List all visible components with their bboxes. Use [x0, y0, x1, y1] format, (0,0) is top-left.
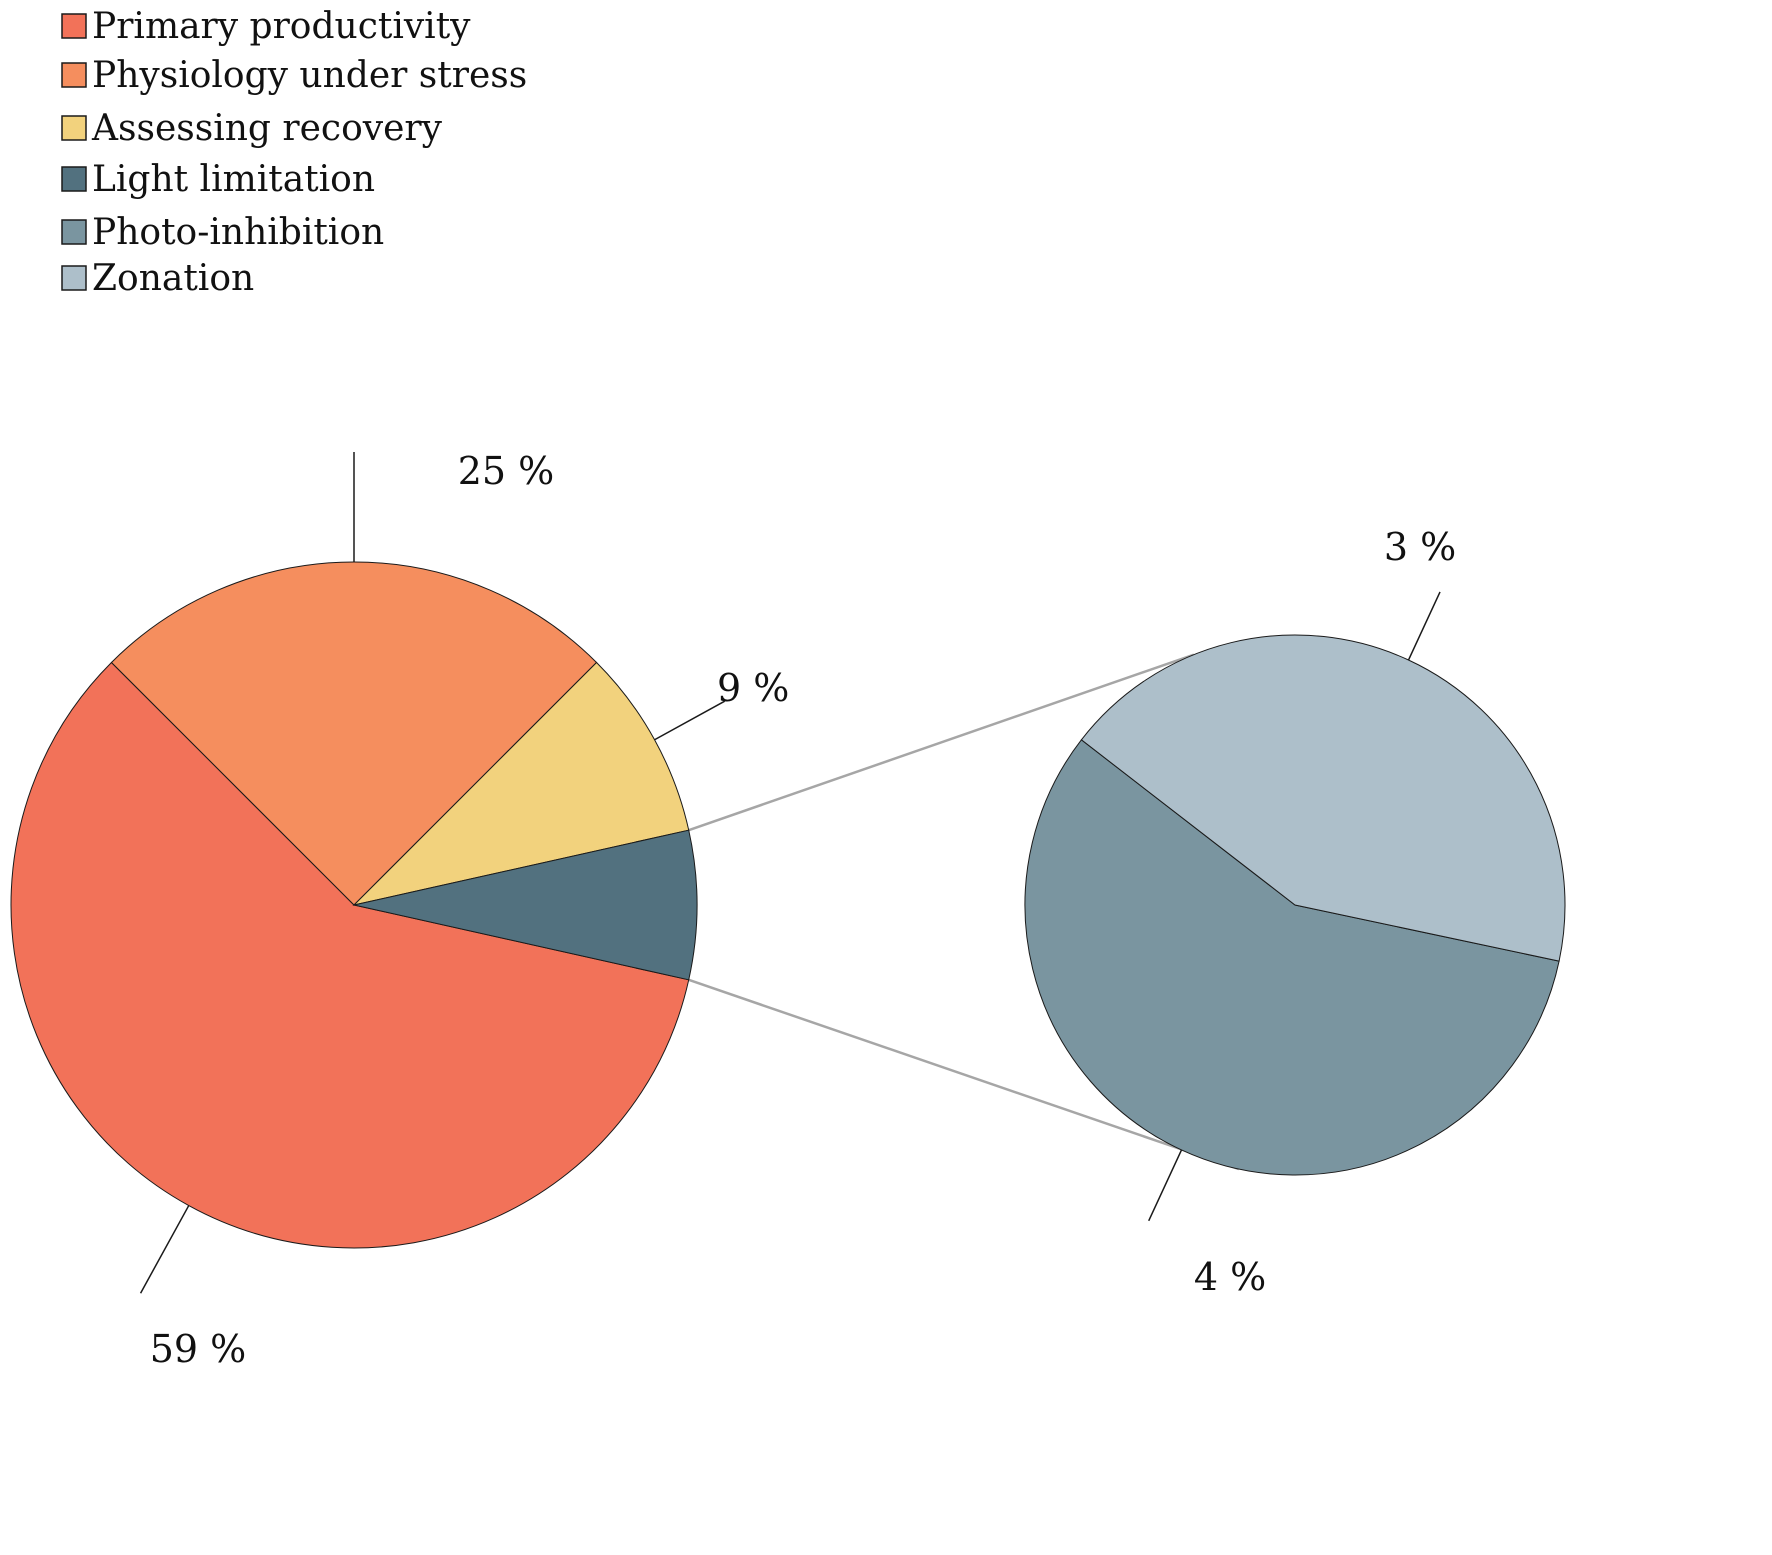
data-label-assessing-recovery: 9 % — [654, 666, 789, 741]
legend-label: Primary productivity — [92, 6, 471, 47]
data-label-text: 4 % — [1194, 1255, 1266, 1299]
data-label-zonation: 3 % — [1384, 525, 1456, 661]
connector-line-top — [688, 653, 1195, 832]
connector-lines — [688, 653, 1240, 1171]
leader-line — [1407, 591, 1441, 661]
legend-label: Photo-inhibition — [92, 212, 384, 253]
legend-label: Assessing recovery — [91, 108, 443, 149]
legend-swatch — [61, 62, 87, 88]
data-label-text: 3 % — [1384, 525, 1456, 569]
pie-slice-primary-productivity — [10, 661, 690, 1249]
legend-label: Physiology under stress — [92, 55, 527, 96]
data-label-text: 25 % — [458, 449, 555, 493]
detail-slice-photo-inhibition — [1024, 739, 1560, 1176]
legend-item-assessing-recovery: Assessing recovery — [61, 108, 443, 149]
legend-item-light-limitation: Light limitation — [61, 159, 375, 200]
connector-line-bottom — [688, 978, 1240, 1171]
leader-line — [654, 700, 726, 741]
legend-item-photo-inhibition: Photo-inhibition — [61, 212, 384, 253]
legend-swatch — [61, 115, 87, 141]
legend: Primary productivity Physiology under str… — [61, 6, 527, 299]
pie-slice-assessing-recovery — [352, 661, 690, 906]
legend-swatch — [61, 13, 87, 39]
main-pie — [10, 561, 698, 1249]
data-label-primary-productivity: 59 % — [139, 1205, 247, 1371]
slice-labels: 59 % 25 % 9 % 4 % 3 % — [139, 449, 1456, 1371]
legend-label: Light limitation — [92, 159, 375, 200]
pie-slice-light-limitation — [353, 829, 698, 981]
detail-pie — [1024, 634, 1566, 1176]
legend-swatch — [61, 265, 87, 291]
data-label-physiology-under-stress: 25 % — [353, 449, 555, 562]
legend-label: Zonation — [92, 258, 254, 299]
legend-swatch — [61, 219, 87, 245]
leader-line — [1148, 1149, 1183, 1222]
pie-slice-physiology-under-stress — [110, 561, 598, 906]
data-label-text: 59 % — [150, 1327, 247, 1371]
data-label-photo-inhibition: 4 % — [1148, 1149, 1266, 1299]
legend-item-physiology-under-stress: Physiology under stress — [61, 55, 527, 96]
legend-item-primary-productivity: Primary productivity — [61, 6, 471, 47]
legend-swatch — [61, 166, 87, 192]
leader-line — [139, 1205, 190, 1294]
legend-item-zonation: Zonation — [61, 258, 254, 299]
data-label-text: 9 % — [717, 666, 789, 710]
